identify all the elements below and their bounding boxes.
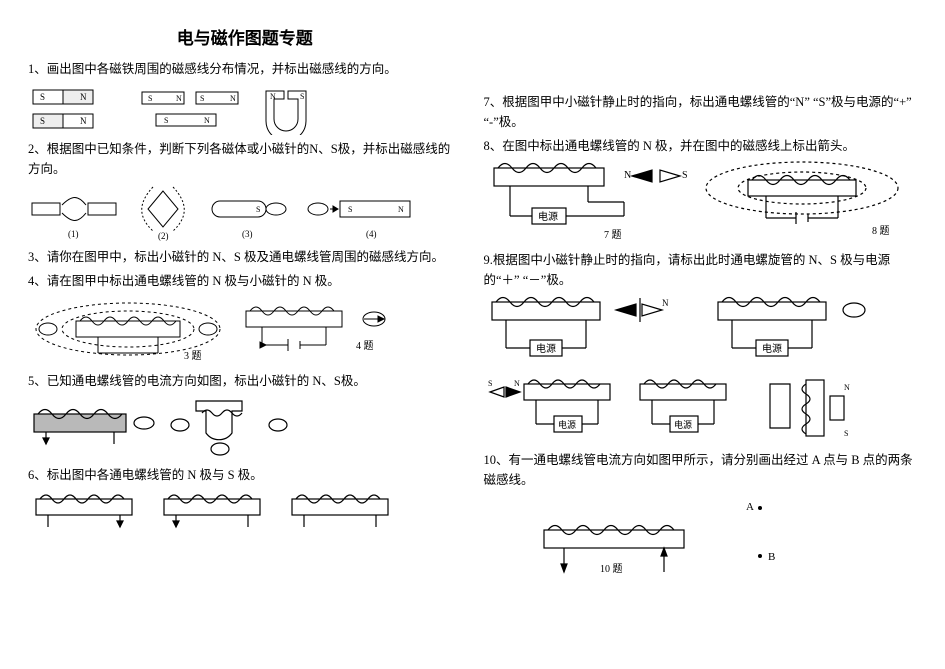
svg-text:N: N xyxy=(176,94,182,103)
q9-dianyuan-4: 电源 xyxy=(674,419,692,430)
q6-coil3-icon xyxy=(284,489,404,533)
q2-index-2: (2) xyxy=(158,231,169,241)
q6-coil1-icon xyxy=(28,489,148,533)
svg-text:N: N xyxy=(80,116,87,126)
q9-fig4-icon: 电源 xyxy=(632,376,752,446)
q8-fig-icon: 8 题 xyxy=(702,160,912,246)
right-column: 7、根据图甲中小磁针静止时的指向，标出通电螺线管的“N” “S”极与电源的“+”… xyxy=(484,20,918,586)
q4-label: 4 题 xyxy=(356,340,374,352)
q1-figures: SN SN SN SN SN NS xyxy=(28,83,462,135)
columns: 电与磁作图题专题 1、画出图中各磁铁周围的磁感线分布情况，并标出磁感线的方向。 … xyxy=(28,20,917,586)
q7-S: S xyxy=(682,170,688,181)
q2-index-1: (1) xyxy=(68,229,79,239)
q7-dianyuan: 电源 xyxy=(538,210,558,223)
page: 电与磁作图题专题 1、画出图中各磁铁周围的磁感线分布情况，并标出磁感线的方向。 … xyxy=(0,0,945,669)
svg-text:N: N xyxy=(204,116,210,125)
q2-index-3: (3) xyxy=(242,229,253,239)
q3q4-figures: 3 题 4 题 xyxy=(28,295,462,367)
svg-text:S: S xyxy=(200,94,204,103)
question-3: 3、请你在图甲中，标出小磁针的 N、S 极及通电螺线管周围的磁感线方向。 xyxy=(28,247,462,267)
q9-figures-row1: N 电源 电源 xyxy=(484,294,918,372)
q2-index-4: (4) xyxy=(366,229,377,239)
q10-B: B xyxy=(768,551,775,563)
question-2: 2、根据图中已知条件，判断下列各磁体或小磁针的N、S极，并标出磁感线的方向。 xyxy=(28,139,462,179)
q10-label: 10 题 xyxy=(600,563,623,575)
q2-fig3-icon: S (3) xyxy=(206,183,292,243)
q7-label: 7 题 xyxy=(604,229,622,241)
page-title: 电与磁作图题专题 xyxy=(28,24,462,49)
q9-dianyuan-2: 电源 xyxy=(762,342,782,355)
q5-figures xyxy=(28,395,462,461)
svg-text:S: S xyxy=(844,429,848,438)
q9-fig1-icon: N 电源 xyxy=(484,294,684,372)
q7q8-figures: S --> N S 电源 7 题 8 题 xyxy=(484,160,918,246)
q4-solenoid-icon: 4 题 xyxy=(236,295,406,367)
q5-fig1-icon xyxy=(28,400,158,456)
question-5: 5、已知通电螺线管的电流方向如图，标出小磁针的 N、S极。 xyxy=(28,371,462,391)
q3-solenoid-icon: 3 题 xyxy=(28,295,228,367)
q9-figures-row2: S N 电源 电源 N S xyxy=(484,376,918,446)
q9-dianyuan-1: 电源 xyxy=(536,342,556,355)
question-8: 8、在图中标出通电螺线管的 N 极，并在图中的磁感线上标出箭头。 xyxy=(484,136,918,156)
svg-text:N: N xyxy=(844,383,850,392)
svg-text:N: N xyxy=(230,94,236,103)
question-6: 6、标出图中各通电螺线管的 N 极与 S 极。 xyxy=(28,465,462,485)
q6-coil2-icon xyxy=(156,489,276,533)
q10-fig-icon: A B 10 题 xyxy=(524,494,824,582)
q9-fig5-icon: N S xyxy=(760,376,860,446)
horseshoe-magnet-icon: NS xyxy=(254,83,324,135)
q9-dianyuan-3: 电源 xyxy=(558,419,576,430)
q7-fig-icon: S --> N S 电源 7 题 xyxy=(484,160,694,246)
q9-fig2-icon: 电源 xyxy=(692,294,882,372)
question-7: 7、根据图甲中小磁针静止时的指向，标出通电螺线管的“N” “S”极与电源的“+”… xyxy=(484,92,918,132)
right-top-spacer xyxy=(484,20,918,88)
svg-text:S: S xyxy=(40,92,45,102)
svg-text:N: N xyxy=(514,379,520,388)
q5-fig2-icon xyxy=(166,395,296,461)
svg-text:N: N xyxy=(80,92,87,102)
svg-text:S: S xyxy=(164,116,168,125)
left-column: 电与磁作图题专题 1、画出图中各磁铁周围的磁感线分布情况，并标出磁感线的方向。 … xyxy=(28,20,462,586)
svg-text:N: N xyxy=(398,205,404,214)
q9-N: N xyxy=(662,298,669,308)
question-9: 9.根据图中小磁针静止时的指向，请标出此时通电螺旋管的 N、S 极与电源的“＋”… xyxy=(484,250,918,290)
question-1: 1、画出图中各磁铁周围的磁感线分布情况，并标出磁感线的方向。 xyxy=(28,59,462,79)
q2-figures: (1) (2) S (3) S N xyxy=(28,183,462,243)
q2-fig1-icon: (1) xyxy=(28,183,120,243)
question-10: 10、有一通电螺线管电流方向如图甲所示，请分别画出经过 A 点与 B 点的两条磁… xyxy=(484,450,918,490)
svg-text:S: S xyxy=(488,379,492,388)
question-4: 4、请在图甲中标出通电螺线管的 N 极与小磁针的 N 极。 xyxy=(28,271,462,291)
svg-text:S: S xyxy=(148,94,152,103)
q10-figures: A B 10 题 xyxy=(484,494,918,582)
q3-label: 3 题 xyxy=(184,350,202,362)
svg-text:S: S xyxy=(348,205,352,214)
q6-figures xyxy=(28,489,462,533)
svg-text:S: S xyxy=(40,116,45,126)
bar-magnets-pair-icon: S N S N xyxy=(28,86,128,132)
q2-fig2-icon: (2) xyxy=(128,183,198,243)
q9-fig3-icon: S N 电源 xyxy=(484,376,624,446)
small-bar-magnets-icon: S N S N S N xyxy=(136,86,246,132)
svg-text:N: N xyxy=(270,92,276,101)
q7-N: N xyxy=(624,170,631,181)
q8-label: 8 题 xyxy=(872,225,890,237)
q2-fig4-icon: S N (4) xyxy=(300,183,420,243)
q10-A: A xyxy=(746,501,754,513)
svg-text:S: S xyxy=(256,205,260,214)
svg-text:S: S xyxy=(300,92,304,101)
